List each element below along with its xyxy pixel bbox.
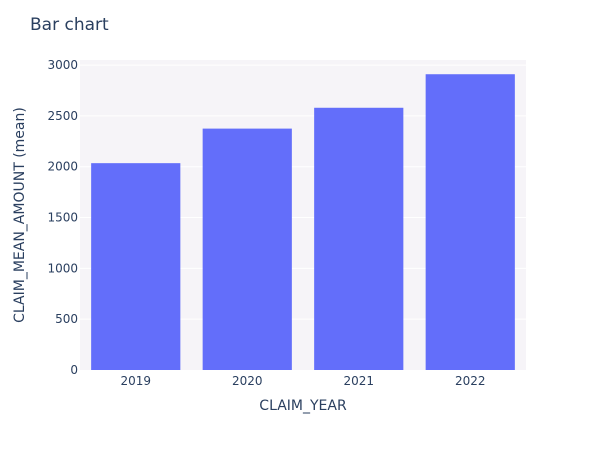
bar-2019[interactable]: [91, 163, 181, 370]
chart-title: Bar chart: [30, 15, 109, 35]
x-tick-label: 2020: [232, 374, 263, 388]
y-tick-label: 0: [70, 363, 78, 377]
x-tick-label: 2022: [455, 374, 486, 388]
y-axis-ticks: 0 500 1000 1500 2000 2500 3000: [47, 58, 78, 377]
x-axis-ticks: 2019 2020 2021 2022: [120, 374, 485, 388]
y-axis-title: CLAIM_MEAN_AMOUNT (mean): [12, 107, 28, 323]
y-tick-label: 1500: [47, 211, 78, 225]
bar-2021[interactable]: [314, 107, 404, 370]
x-tick-label: 2019: [120, 374, 151, 388]
x-tick-label: 2021: [343, 374, 374, 388]
y-tick-label: 3000: [47, 58, 78, 72]
y-tick-label: 500: [55, 312, 78, 326]
y-tick-label: 2500: [47, 109, 78, 123]
bar-2020[interactable]: [202, 128, 292, 370]
x-axis-title: CLAIM_YEAR: [259, 398, 347, 414]
y-tick-label: 1000: [47, 261, 78, 275]
y-tick-label: 2000: [47, 160, 78, 174]
bars: [91, 74, 515, 371]
bar-2022[interactable]: [425, 74, 515, 371]
